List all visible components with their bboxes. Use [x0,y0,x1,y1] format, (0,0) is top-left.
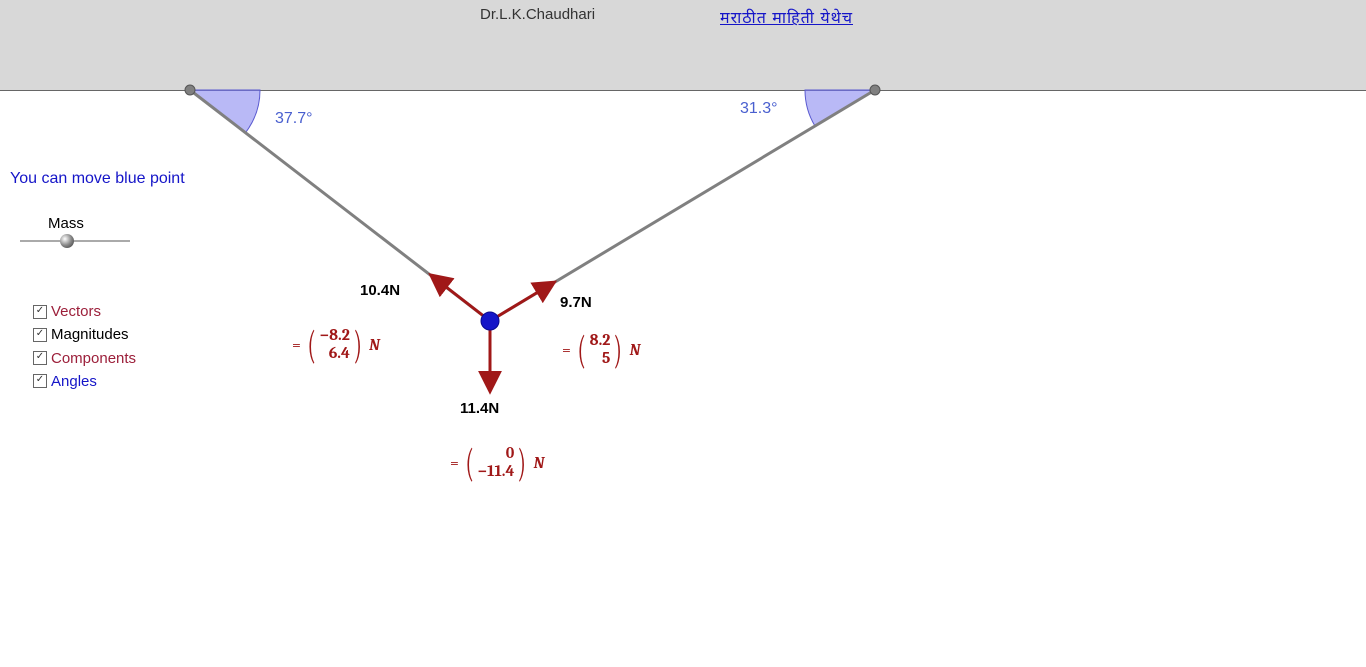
components-right: = (8.25)N [562,330,640,370]
mass-point[interactable] [481,312,499,330]
magnitude-right: 9.7N [560,294,592,311]
angle-right-label: 31.3° [740,100,778,118]
angle-left-label: 37.7° [275,110,313,128]
components-down: = (0−11.4)N [450,443,544,483]
physics-scene [0,0,1366,667]
components-left: = (−8.26.4)N [292,325,380,365]
magnitude-left: 10.4N [360,282,400,299]
magnitude-down: 11.4N [460,400,499,417]
